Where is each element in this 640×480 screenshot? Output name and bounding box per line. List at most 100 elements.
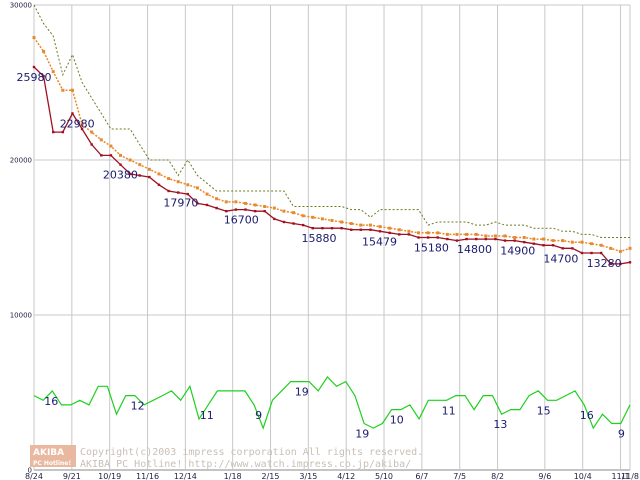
price-label: 22980 [60,118,95,131]
data-point-avg-price [128,158,132,162]
data-point-avg-price [263,205,267,208]
data-point-min-price [253,209,257,213]
data-point-min-price [542,244,545,247]
data-point-min-price [263,209,266,213]
x-tick-label: 10/19 [98,472,121,480]
y-tick-label: 30000 [10,2,32,10]
data-point-min-price [42,75,45,78]
data-point-min-price [359,228,363,231]
data-point-avg-price [176,180,180,184]
akiba-logo-text: AKIBA [33,448,64,458]
data-point-avg-price [32,36,36,40]
data-point-min-price [407,233,411,236]
data-point-min-price [561,247,564,250]
data-point-avg-price [407,229,411,233]
data-point-min-price [590,251,593,255]
data-point-avg-price [272,206,276,210]
data-point-min-price [157,183,161,186]
y-tick-label: 10000 [10,312,32,320]
price-label: 17970 [163,197,198,210]
data-point-min-price [369,228,372,231]
data-point-avg-price [359,223,363,227]
data-point-min-price [551,244,555,247]
y-tick-label: 0 [28,467,32,475]
price-label: 15479 [362,235,397,248]
data-point-avg-price [42,50,46,53]
data-point-avg-price [397,228,401,232]
data-point-avg-price [282,209,286,213]
data-point-min-price [301,223,305,227]
data-point-avg-price [580,240,584,244]
y-axis-ticks: 0 10000 20000 30000 [10,2,32,475]
data-point-avg-price [61,88,65,92]
count-label: 15 [537,404,551,417]
data-point-avg-price [541,237,545,241]
data-point-avg-price [147,167,151,171]
data-point-avg-price [599,243,603,247]
data-point-avg-price [474,232,478,236]
price-label: 14700 [543,252,578,265]
x-tick-label: 12/14 [174,472,197,480]
data-point-min-price [532,242,536,245]
price-label: 13280 [587,257,622,270]
x-tick-label: 10/4 [574,472,592,480]
data-point-avg-price [51,70,55,74]
count-label: 19 [295,386,309,399]
data-point-avg-price [99,138,103,142]
data-point-avg-price [465,232,469,236]
data-point-min-price [292,222,295,225]
price-label: 15880 [302,232,337,245]
data-point-avg-price [109,144,113,148]
count-label: 9 [255,409,262,422]
data-point-min-price [148,175,151,179]
data-point-min-price [330,227,334,230]
data-point-min-price [609,262,612,266]
data-point-min-price [494,237,497,241]
data-point-min-price [109,154,113,157]
data-point-min-price [436,236,439,239]
count-label: 13 [493,418,507,431]
x-tick-label: 11/1 [612,472,630,480]
data-point-avg-price [195,186,199,190]
grid [33,4,631,471]
data-point-avg-price [301,214,305,218]
x-tick-label: 4/12 [337,472,355,480]
data-point-avg-price [311,215,315,219]
price-label: 14900 [500,245,535,258]
data-point-min-price [619,262,622,266]
data-point-avg-price [493,234,497,238]
data-point-min-price [80,127,84,131]
data-point-min-price [32,65,36,69]
data-point-min-price [205,203,209,207]
data-point-min-price [311,227,314,230]
data-point-min-price [71,112,74,115]
data-point-avg-price [388,226,392,230]
x-tick-label: 3/15 [299,472,317,480]
data-point-avg-price [340,220,344,224]
count-label: 12 [131,400,145,413]
data-point-min-price [503,239,507,242]
x-tick-label: 9/21 [63,472,81,480]
data-point-avg-price [224,200,228,204]
count-label: 11 [442,404,456,417]
data-point-min-price [234,208,238,211]
x-tick-label: 9/6 [538,472,551,480]
data-point-avg-price [561,239,565,243]
data-labels: 25980 22980 20380 17970 16700 15880 15479 15180… [17,71,625,441]
data-point-min-price [176,191,180,194]
data-point-min-price [138,174,141,177]
data-point-min-price [225,209,228,213]
data-point-min-price [196,202,199,205]
data-point-min-price [186,192,190,196]
data-point-avg-price [484,234,488,238]
data-point-min-price [446,237,449,241]
data-point-min-price [167,189,170,193]
data-point-min-price [599,251,603,255]
x-tick-label: 8/2 [491,472,504,480]
data-point-avg-price [570,240,574,244]
data-point-avg-price [253,203,257,207]
y-tick-label: 20000 [10,157,32,165]
url-line: AKIBA PC Hotline! http://www.watch.impre… [80,459,411,470]
data-point-min-price [474,237,478,241]
